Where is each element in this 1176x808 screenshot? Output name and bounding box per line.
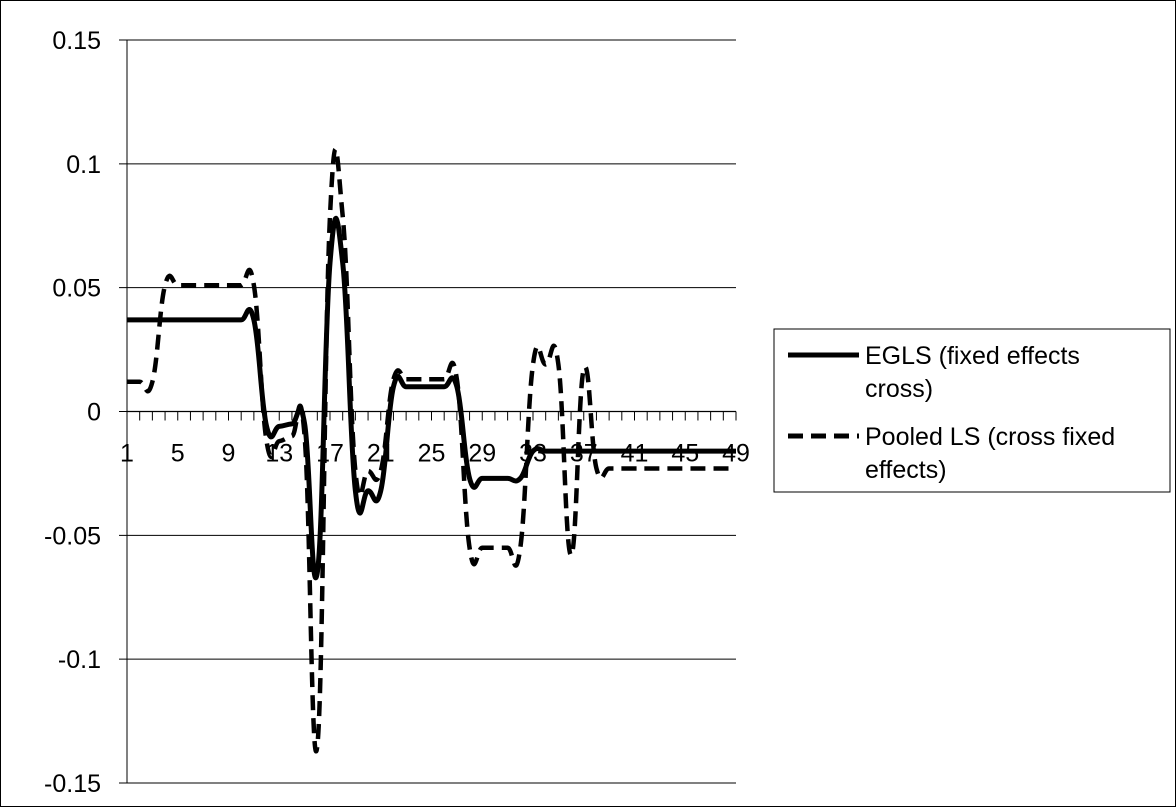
y-axis-tick-labels: 0.15 0.1 0.05 0 -0.05 -0.1 -0.15: [44, 27, 101, 798]
y-tick-label: -0.15: [44, 770, 101, 798]
legend-label-egls-line2: cross): [865, 375, 933, 403]
x-tick-label: 9: [222, 440, 236, 468]
y-tick-label: 0.05: [52, 275, 101, 303]
legend-label-pooled-line2: effects): [865, 456, 947, 484]
y-tick-label: 0: [87, 399, 101, 427]
x-tick-label: 5: [171, 440, 185, 468]
y-tick-label: 0.1: [66, 151, 101, 179]
y-tick-label: 0.15: [52, 27, 101, 55]
legend: EGLS (fixed effects cross) Pooled LS (cr…: [773, 328, 1171, 493]
series-line-pooled-ls: [127, 147, 736, 754]
series-layer: [126, 147, 736, 754]
x-axis-ticks: [126, 411, 737, 421]
x-tick-label: 1: [120, 440, 134, 468]
x-tick-label: 25: [418, 440, 446, 468]
y-tick-label: -0.1: [58, 646, 101, 674]
legend-label-pooled-line1: Pooled LS (cross fixed: [865, 423, 1115, 451]
x-tick-label: 29: [468, 440, 496, 468]
y-tick-label: -0.05: [44, 522, 101, 550]
series-line-egls: [126, 216, 736, 580]
legend-label-egls-line1: EGLS (fixed effects: [865, 342, 1080, 370]
